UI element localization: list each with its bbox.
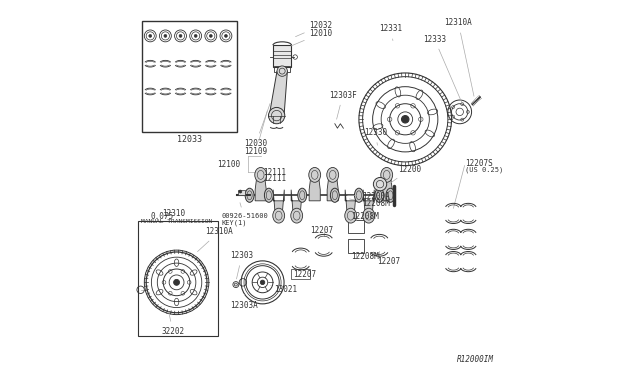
Text: 12200: 12200 <box>390 165 421 184</box>
Text: 12207: 12207 <box>378 257 401 266</box>
Polygon shape <box>255 169 266 201</box>
Ellipse shape <box>298 188 307 202</box>
Circle shape <box>209 35 212 37</box>
Polygon shape <box>381 169 392 201</box>
Ellipse shape <box>375 188 384 202</box>
Ellipse shape <box>381 167 392 182</box>
Text: R12000IM: R12000IM <box>457 355 494 364</box>
Text: 12030: 12030 <box>244 103 270 148</box>
Bar <box>138 221 218 336</box>
Circle shape <box>260 280 265 285</box>
Bar <box>348 220 364 234</box>
Polygon shape <box>345 190 356 221</box>
Text: (US 0.25): (US 0.25) <box>465 167 504 173</box>
Polygon shape <box>327 169 339 201</box>
Circle shape <box>225 35 227 37</box>
Ellipse shape <box>330 188 339 202</box>
Text: 12330: 12330 <box>364 128 387 145</box>
Circle shape <box>269 108 285 124</box>
Circle shape <box>277 66 287 76</box>
Text: 12208M: 12208M <box>351 212 378 221</box>
Text: 12208M: 12208M <box>351 252 378 261</box>
Ellipse shape <box>273 208 285 223</box>
Polygon shape <box>273 190 284 221</box>
Text: 12010: 12010 <box>291 29 333 46</box>
Text: 12331: 12331 <box>380 24 403 41</box>
Polygon shape <box>269 71 287 116</box>
Text: 12109: 12109 <box>244 111 268 155</box>
Text: 12200A: 12200A <box>348 192 390 201</box>
Text: 12033: 12033 <box>177 135 202 144</box>
Circle shape <box>401 116 409 123</box>
Text: 12333: 12333 <box>423 35 462 104</box>
Text: 12100: 12100 <box>217 160 240 169</box>
Ellipse shape <box>345 208 356 223</box>
Text: 12310: 12310 <box>162 209 185 218</box>
Polygon shape <box>363 190 374 221</box>
Text: 12310A: 12310A <box>445 19 474 96</box>
Ellipse shape <box>255 167 267 182</box>
Text: 12208M: 12208M <box>362 199 390 208</box>
Ellipse shape <box>245 188 254 202</box>
Circle shape <box>148 35 152 37</box>
Text: 32202: 32202 <box>161 312 184 336</box>
Polygon shape <box>239 190 245 195</box>
Text: 0.075: 0.075 <box>151 212 174 221</box>
Circle shape <box>173 279 180 285</box>
Ellipse shape <box>355 188 364 202</box>
Bar <box>291 269 310 279</box>
Circle shape <box>234 283 237 286</box>
Ellipse shape <box>386 188 395 202</box>
Bar <box>275 66 290 72</box>
Text: 12111: 12111 <box>263 168 286 177</box>
Text: 12111: 12111 <box>263 174 286 183</box>
Text: 00926-51600
KEY(1): 00926-51600 KEY(1) <box>221 203 268 226</box>
Circle shape <box>194 35 197 37</box>
Circle shape <box>179 35 182 37</box>
Polygon shape <box>291 190 302 221</box>
Circle shape <box>164 35 167 37</box>
Text: 13021: 13021 <box>271 285 297 294</box>
Ellipse shape <box>291 208 303 223</box>
Ellipse shape <box>264 188 273 202</box>
Circle shape <box>373 177 387 191</box>
Text: 12303A: 12303A <box>230 294 258 310</box>
Ellipse shape <box>308 167 321 182</box>
Ellipse shape <box>327 167 339 182</box>
Circle shape <box>239 190 242 193</box>
Text: MANUAL TRANSMISSION: MANUAL TRANSMISSION <box>141 219 212 224</box>
Text: 12207: 12207 <box>310 226 333 235</box>
Text: 12207S: 12207S <box>465 159 493 168</box>
Bar <box>348 239 364 253</box>
Text: 12303F: 12303F <box>329 91 356 119</box>
Text: 12310A: 12310A <box>198 227 233 251</box>
Text: 12207: 12207 <box>293 270 316 279</box>
Ellipse shape <box>363 208 374 223</box>
Bar <box>273 45 291 67</box>
Polygon shape <box>309 169 320 201</box>
Bar <box>142 21 237 132</box>
Text: 12303: 12303 <box>230 251 253 279</box>
Text: 12032: 12032 <box>296 21 333 37</box>
